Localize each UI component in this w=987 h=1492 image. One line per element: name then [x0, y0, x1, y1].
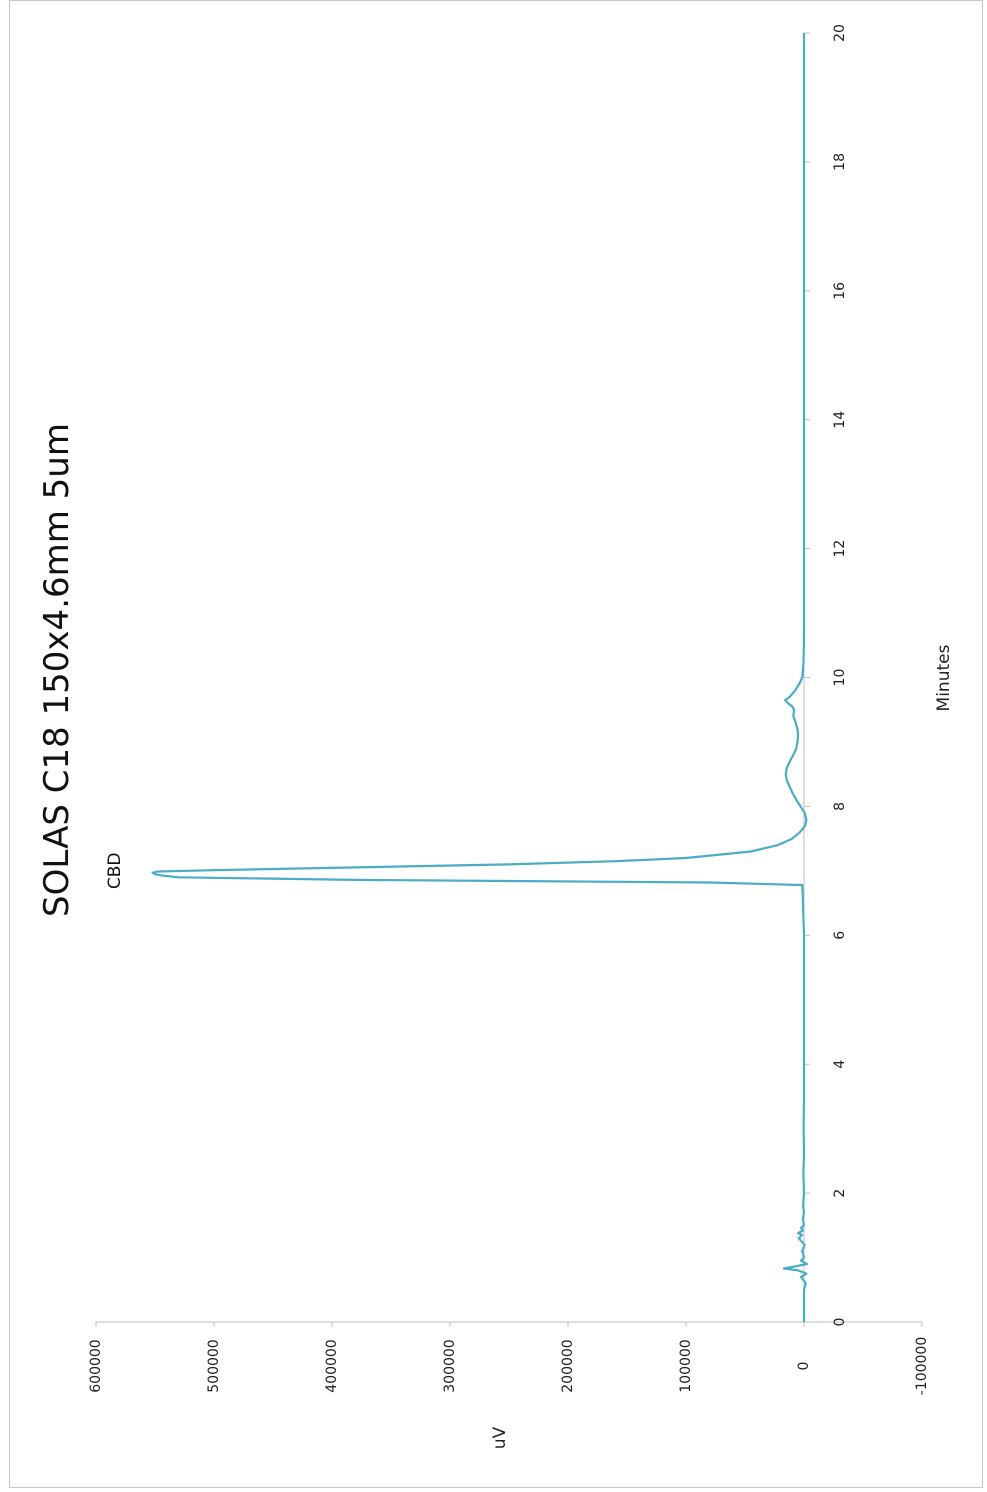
value-tick-label: 0	[796, 1362, 812, 1371]
minutes-tick-label: 16	[832, 282, 848, 300]
value-tick-label: 100000	[678, 1339, 694, 1392]
value-tick-label: 600000	[88, 1339, 104, 1392]
minutes-tick-label: 4	[832, 1060, 848, 1069]
minutes-tick-label: 18	[832, 153, 848, 171]
chart-frame	[9, 0, 983, 1488]
x-axis-title: Minutes	[934, 644, 954, 711]
chart-title: SOLAS C18 150x4.6mm 5um	[37, 423, 77, 917]
value-tick-label: -100000	[914, 1337, 930, 1396]
value-tick-label: 200000	[560, 1339, 576, 1392]
label-layer: Minutes uV SOLAS C18 150x4.6mm 5um CBD	[37, 423, 954, 1449]
series-line	[151, 33, 809, 1322]
y-axis-title: uV	[490, 1426, 510, 1449]
peak-label: CBD	[105, 852, 125, 889]
value-tick-label: 400000	[324, 1339, 340, 1392]
minutes-tick-label: 14	[832, 411, 848, 429]
minutes-tick-label: 8	[832, 802, 848, 811]
series-layer	[151, 33, 809, 1322]
minutes-tick-label: 0	[832, 1318, 848, 1327]
value-tick-label: 300000	[442, 1339, 458, 1392]
minutes-tick-label: 20	[832, 24, 848, 42]
minutes-tick-label: 12	[832, 540, 848, 558]
minutes-tick-label: 10	[832, 669, 848, 687]
minutes-tick-label: 6	[832, 931, 848, 940]
value-tick-label: 500000	[206, 1339, 222, 1392]
minutes-tick-label: 2	[832, 1189, 848, 1198]
